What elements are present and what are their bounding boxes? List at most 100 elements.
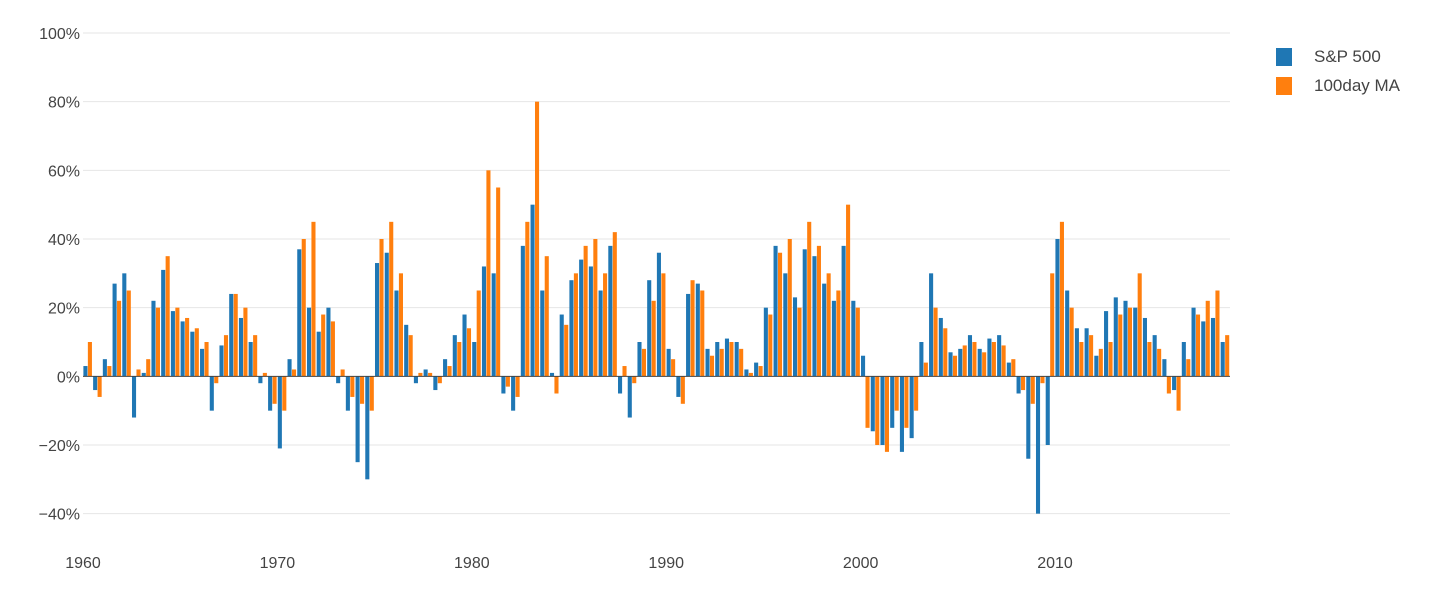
ma100-bar <box>544 256 549 377</box>
legend-item-sp500[interactable]: S&P 500 <box>1276 42 1400 71</box>
ma100-bar <box>408 335 413 377</box>
ma100-bar <box>1137 273 1142 377</box>
x-tick-label: 2000 <box>843 555 879 572</box>
ma100-bar <box>165 256 170 377</box>
x-tick-label: 1980 <box>454 555 490 572</box>
sp500-bar <box>686 293 691 377</box>
sp500-bar <box>1026 376 1031 459</box>
sp500-bar <box>268 376 273 411</box>
sp500-bar <box>1220 342 1225 377</box>
ma100-bar <box>748 372 753 377</box>
sp500-bar <box>1055 239 1060 377</box>
sp500-bar <box>929 273 934 377</box>
sp500-bar <box>783 273 788 377</box>
ma100-bar <box>836 290 841 377</box>
ma100-bar <box>282 376 287 411</box>
sp500-bar <box>598 290 603 377</box>
ma100-bar <box>875 376 880 445</box>
ma100-bar <box>641 348 647 377</box>
ma100-bar <box>1127 307 1133 377</box>
sp500-bar <box>948 352 953 377</box>
ma100-bar <box>816 245 821 377</box>
y-tick-label: 20% <box>48 301 80 318</box>
sp500-bar <box>705 348 710 377</box>
ma100-bar <box>291 369 297 377</box>
sp500-bar <box>1162 359 1167 377</box>
sp500-bar <box>1142 317 1147 377</box>
sp500-bar <box>579 259 584 377</box>
ma100-bar <box>418 372 423 377</box>
y-axis-ticks: 100% 80% 60% 40% 20% 0% −20% −40% <box>39 26 80 524</box>
ma100-bar <box>515 376 520 397</box>
sp500-bar <box>549 372 555 377</box>
x-tick-label: 2010 <box>1037 555 1073 572</box>
sp500-bar <box>870 376 875 432</box>
sp500-bar <box>316 331 321 377</box>
sp500-bar <box>890 376 895 428</box>
y-tick-label: −20% <box>39 438 80 455</box>
ma100-bar <box>496 187 501 377</box>
ma100-bar <box>1011 359 1016 377</box>
sp500-bar <box>297 249 302 377</box>
ma100-bar <box>1118 314 1123 377</box>
y-tick-label: 40% <box>48 232 80 249</box>
ma100-bar <box>1108 342 1113 377</box>
sp500-bar <box>122 273 127 377</box>
sp500-bar <box>967 335 973 377</box>
sp500-bar <box>754 362 759 377</box>
sp500-bar <box>433 376 438 391</box>
sp500-bar <box>404 324 409 377</box>
sp500-bar <box>229 293 234 377</box>
sp500-bar <box>715 342 720 377</box>
sp500-bar <box>763 307 768 377</box>
ma100-bar <box>126 290 131 377</box>
sp500-bar <box>151 300 156 377</box>
ma100-bar <box>311 221 316 377</box>
ma100-bar <box>369 376 374 411</box>
y-tick-label: 60% <box>48 163 80 180</box>
ma100-bar <box>155 307 160 377</box>
sp500-bar <box>559 314 564 377</box>
ma100-bar <box>923 362 928 377</box>
x-tick-label: 1960 <box>65 555 101 572</box>
legend: S&P 500 100day MA <box>1276 42 1400 100</box>
sp500-bar <box>306 307 312 377</box>
sp500-bar <box>511 376 516 411</box>
sp500-bar <box>1035 376 1041 514</box>
ma100-bar <box>855 307 860 377</box>
ma100-bar <box>709 355 715 377</box>
sp500-bar <box>530 204 535 377</box>
legend-item-100day-ma[interactable]: 100day MA <box>1276 71 1400 100</box>
sp500-bar <box>909 376 914 439</box>
sp500-bar <box>987 338 992 377</box>
ma100-bar <box>340 369 345 377</box>
ma100-bar <box>962 345 967 377</box>
legend-label-sp500: S&P 500 <box>1314 46 1381 66</box>
sp500-bar <box>452 335 457 377</box>
ma100-bar <box>991 342 996 377</box>
y-tick-label: −40% <box>39 507 80 524</box>
ma100-bar <box>1176 376 1181 411</box>
ma100-bar <box>826 273 831 377</box>
sp500-bar <box>666 348 671 377</box>
ma100-bar <box>573 273 578 377</box>
ma100-bar <box>632 376 637 384</box>
ma100-bar <box>690 280 695 377</box>
sp500-bar <box>277 376 282 449</box>
sp500-bar <box>861 355 866 377</box>
sp500-bar <box>1016 376 1021 394</box>
ma100-bar <box>729 342 734 377</box>
ma100-bar <box>301 239 306 377</box>
x-axis-ticks: 1960 1970 1980 1990 2000 2010 <box>65 555 1073 572</box>
ma100-bar <box>719 348 724 377</box>
ma100-bar <box>117 300 122 377</box>
sp500-bar <box>851 300 856 377</box>
ma100-bar <box>194 328 199 377</box>
sp500-bar <box>1201 321 1206 377</box>
sp500-bar <box>1172 376 1177 391</box>
sp500-bar <box>1152 335 1157 377</box>
sp500-bar <box>491 273 496 377</box>
sp500-bar <box>773 245 778 377</box>
ma100-bar <box>185 317 190 377</box>
